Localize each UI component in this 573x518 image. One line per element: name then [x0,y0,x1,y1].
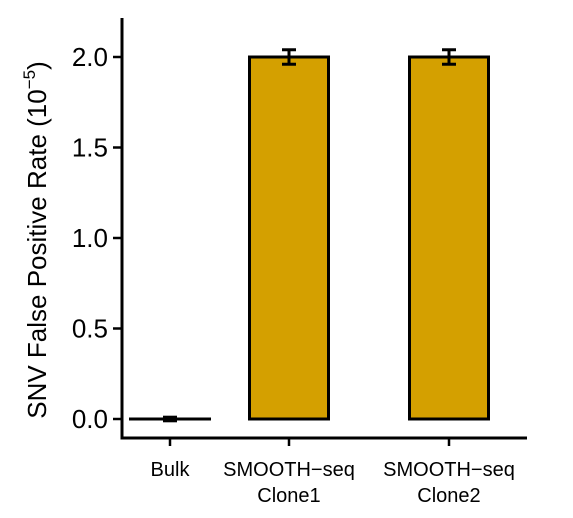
y-tick-label: 2.0 [72,42,108,72]
bars [129,48,490,423]
y-tick-label: 1.0 [72,223,108,253]
error-bar [282,48,296,66]
y-tick-label: 1.5 [72,133,108,163]
x-tick-label: Clone2 [417,485,480,507]
bar [408,55,490,421]
x-tick-label: SMOOTH−seq [383,459,515,481]
x-axis: Bulk SMOOTH−seq Clone1 SMOOTH−seq Clone2 [120,436,527,507]
x-tick-label: Bulk [151,459,191,481]
x-tick-label: Clone1 [257,485,320,507]
y-tick-label: 0.5 [72,314,108,344]
y-tick-label: 0.0 [72,404,108,434]
error-bar [442,48,456,66]
bar [248,55,330,421]
error-bar [163,415,177,423]
y-axis: 0.0 0.5 1.0 1.5 2.0 [72,18,124,440]
y-axis-label: SNV False Positive Rate (10−5) [20,61,52,419]
x-tick-label: SMOOTH−seq [223,459,355,481]
